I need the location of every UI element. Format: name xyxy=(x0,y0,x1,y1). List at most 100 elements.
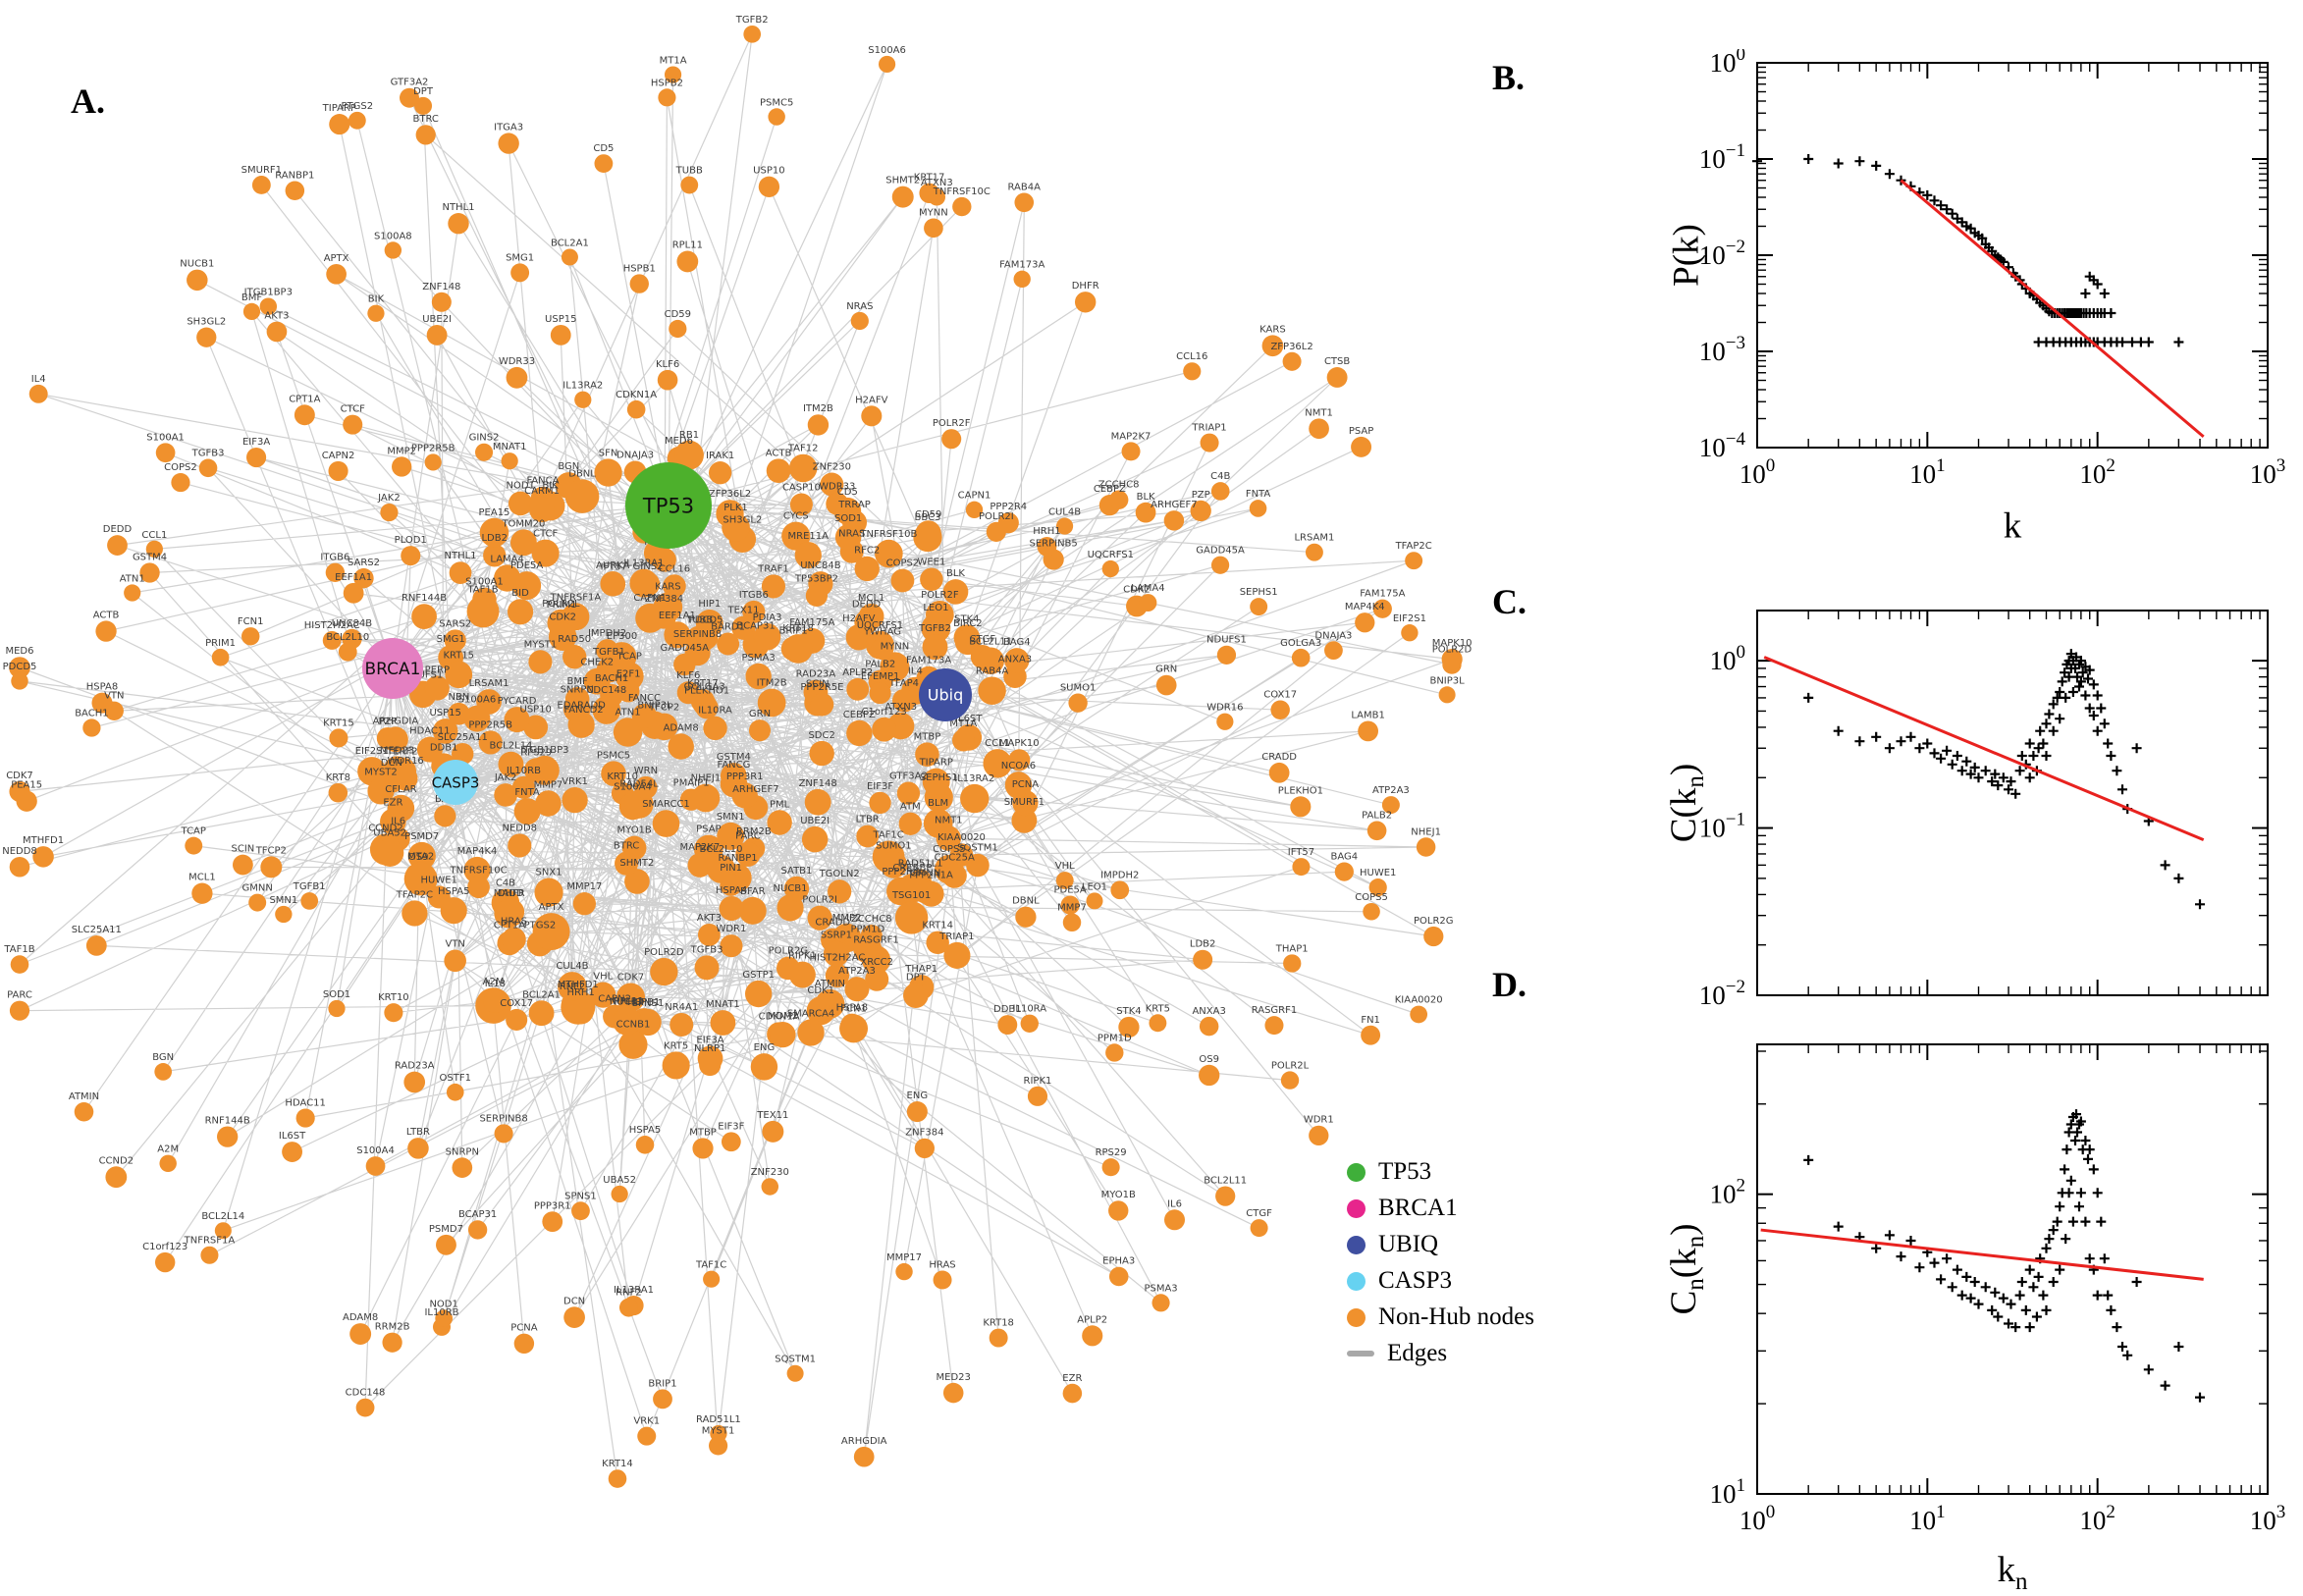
node-label: OS9 xyxy=(1199,1054,1219,1065)
node-label: KIAA0020 xyxy=(937,832,986,843)
node-label: DHFR xyxy=(498,888,525,899)
node-label: ZNF384 xyxy=(645,594,683,605)
non-hub-node xyxy=(989,1328,1008,1348)
non-hub-node xyxy=(695,610,723,637)
non-hub-node xyxy=(155,443,176,463)
non-hub-node xyxy=(211,648,230,666)
node-label: SMN1 xyxy=(269,895,297,906)
node-label: NLRP1 xyxy=(694,1043,725,1054)
non-hub-node xyxy=(794,541,822,569)
node-label: ENG xyxy=(754,1042,776,1053)
node-label: MAP2K7 xyxy=(1111,431,1152,442)
node-label: NMT1 xyxy=(1305,407,1333,418)
node-label: BAG4 xyxy=(1331,851,1359,862)
non-hub-node xyxy=(631,703,658,729)
non-hub-node xyxy=(1410,1005,1428,1024)
node-label: PERP xyxy=(425,665,450,675)
non-hub-node xyxy=(82,718,101,737)
non-hub-node xyxy=(783,634,813,664)
non-hub-node xyxy=(853,1446,875,1467)
node-label: BID xyxy=(511,588,529,599)
node-label: GRN xyxy=(1155,665,1177,675)
node-label: CAPN2 xyxy=(322,451,355,461)
non-hub-node xyxy=(892,688,916,713)
legend-item-nonhub: Non-Hub nodes xyxy=(1347,1303,1534,1331)
node-label: LAMB1 xyxy=(1351,710,1385,720)
non-hub-node xyxy=(809,740,834,767)
scatter-points xyxy=(1803,1109,2205,1403)
non-hub-node xyxy=(191,882,213,904)
node-label: RIPK1 xyxy=(788,951,817,962)
node-label: NHEJ1 xyxy=(1411,826,1441,837)
non-hub-node xyxy=(392,456,412,477)
non-hub-node xyxy=(402,900,428,927)
non-hub-node xyxy=(574,391,592,408)
non-hub-node xyxy=(432,718,458,744)
node-label: KIAA0020 xyxy=(1395,995,1443,1006)
non-hub-node xyxy=(403,862,438,896)
node-label: MYST1 xyxy=(524,639,558,650)
node-label: H2AFV xyxy=(842,613,875,624)
node-label: HSPA5 xyxy=(629,1125,661,1136)
non-hub-node xyxy=(710,1010,736,1036)
node-label: DEDD xyxy=(103,524,133,535)
legend-item-casp3: CASP3 xyxy=(1347,1267,1534,1295)
node-label: CAPN2 xyxy=(598,994,631,1005)
non-hub-node xyxy=(1101,1158,1120,1177)
node-label: PML xyxy=(770,799,790,810)
node-label: MNAT1 xyxy=(706,999,740,1010)
node-label: BLK xyxy=(1137,492,1155,503)
non-hub-node xyxy=(9,657,30,678)
node-label: SNRPN xyxy=(561,685,594,696)
non-hub-node xyxy=(1326,367,1348,388)
non-hub-node xyxy=(531,539,560,567)
network-panel: CDC148 ZFP36L2 KIAA0020 THAP1 NTHL1 SMURF1 PSA… xyxy=(2,15,1473,1488)
node-label: RAB4A xyxy=(1008,182,1042,192)
non-hub-node xyxy=(285,181,305,201)
non-hub-node xyxy=(761,1178,779,1196)
non-hub-node xyxy=(717,822,745,850)
node-label: ATN1 xyxy=(616,707,641,718)
node-label: IMPDH2 xyxy=(588,628,626,639)
non-hub-node xyxy=(343,582,364,604)
non-hub-node xyxy=(1004,648,1030,673)
node-label: ARHGEF7 xyxy=(732,784,779,795)
non-hub-node xyxy=(1368,878,1387,897)
chart-b-plot: 100 101 102 103 10−4 10−3 10−2 10−1 100 xyxy=(1699,49,2285,489)
node-label: ACTB xyxy=(766,448,792,458)
node-label: RNF2 xyxy=(616,1288,642,1299)
non-hub-node xyxy=(414,96,433,115)
chart-c-plot: 10−2 10−1 100 xyxy=(1699,610,2269,1010)
non-hub-node xyxy=(952,196,972,217)
node-label: WDR33 xyxy=(499,356,535,367)
node-label: BCL2L11 xyxy=(969,636,1012,647)
node-label: ARHGDIA xyxy=(373,716,419,726)
node-label: HDAC11 xyxy=(285,1097,325,1108)
network-node-labels: CDC148 ZFP36L2 KIAA0020 THAP1 NTHL1 SMURF1 PSA… xyxy=(2,15,1472,1469)
non-hub-node xyxy=(562,786,588,814)
non-hub-node xyxy=(145,540,163,559)
node-label: MT1A xyxy=(660,56,687,67)
non-hub-node xyxy=(616,679,640,703)
node-label: ATMIN xyxy=(69,1091,99,1102)
non-hub-node xyxy=(1101,559,1119,578)
node-label: SFN xyxy=(599,448,618,458)
node-label: STK4 xyxy=(1116,1006,1141,1017)
non-hub-node xyxy=(328,460,348,481)
non-hub-node xyxy=(928,188,946,206)
node-label: COPS2 xyxy=(886,559,920,569)
non-hub-node xyxy=(1068,693,1088,713)
node-label: EDARADD xyxy=(557,701,606,712)
non-hub-node xyxy=(1261,335,1284,357)
node-label: DNAJA3 xyxy=(616,451,654,461)
node-label: DPT xyxy=(906,972,927,983)
ubiq-legend-dot-icon xyxy=(1347,1235,1366,1254)
node-label: PPP2R1A xyxy=(909,871,953,881)
non-hub-node xyxy=(367,777,395,805)
node-label: IL6 xyxy=(391,817,405,827)
non-hub-node xyxy=(440,897,467,925)
node-label: NR4A1 xyxy=(665,1002,698,1013)
non-hub-node xyxy=(743,25,762,43)
node-label: CDC25A xyxy=(935,853,975,864)
node-label: IL6ST xyxy=(279,1131,306,1142)
